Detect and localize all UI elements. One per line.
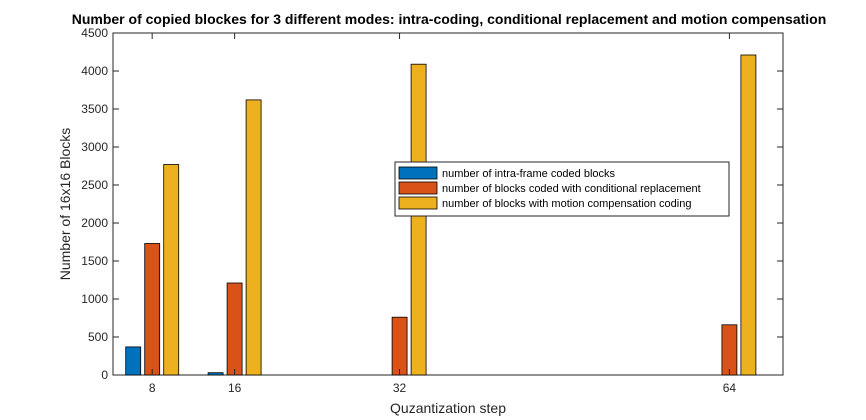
y-tick-label: 2500 <box>81 178 108 192</box>
y-tick-label: 500 <box>88 330 108 344</box>
legend-label-3: number of blocks with motion compensatio… <box>442 198 691 210</box>
y-axis-label: Number of 16x16 Blocks <box>57 128 73 281</box>
bar-2-64 <box>721 324 738 376</box>
x-axis-label: Quzantization step <box>390 400 506 416</box>
legend-swatch-3 <box>398 196 438 210</box>
bar-1-16 <box>207 372 224 376</box>
y-axis: 0 500 1000 1500 2000 2500 3000 3500 4000 4500 <box>81 26 783 382</box>
bars <box>125 54 757 376</box>
y-tick-label: 1500 <box>81 254 108 268</box>
x-tick-label: 32 <box>393 381 407 395</box>
x-axis: 8 16 32 64 <box>149 33 737 395</box>
bar-2-16 <box>226 282 243 376</box>
x-tick-label: 64 <box>723 381 737 395</box>
y-tick-label: 4000 <box>81 64 108 78</box>
bar-3-32 <box>410 63 427 376</box>
y-tick-label: 4500 <box>81 26 108 40</box>
y-tick-label: 1000 <box>81 292 108 306</box>
y-tick-label: 0 <box>101 368 108 382</box>
legend-swatch-2 <box>398 181 438 195</box>
bar-3-64 <box>740 54 757 376</box>
legend: number of intra-frame coded blocks number… <box>394 161 730 217</box>
bar-3-8 <box>163 164 180 376</box>
y-tick-label: 2000 <box>81 216 108 230</box>
y-tick-label: 3000 <box>81 140 108 154</box>
bar-2-8 <box>144 243 161 376</box>
x-tick-label: 8 <box>149 381 156 395</box>
legend-swatch-1 <box>398 166 438 180</box>
legend-box <box>394 161 730 217</box>
legend-label-2: number of blocks coded with conditional … <box>442 183 701 195</box>
chart-title: Number of copied blockes for 3 different… <box>72 11 827 27</box>
bar-3-16 <box>245 99 262 376</box>
y-tick-label: 3500 <box>81 102 108 116</box>
bar-1-8 <box>125 346 142 376</box>
bar-2-32 <box>391 316 408 376</box>
x-tick-label: 16 <box>228 381 242 395</box>
legend-label-1: number of intra-frame coded blocks <box>442 168 616 180</box>
